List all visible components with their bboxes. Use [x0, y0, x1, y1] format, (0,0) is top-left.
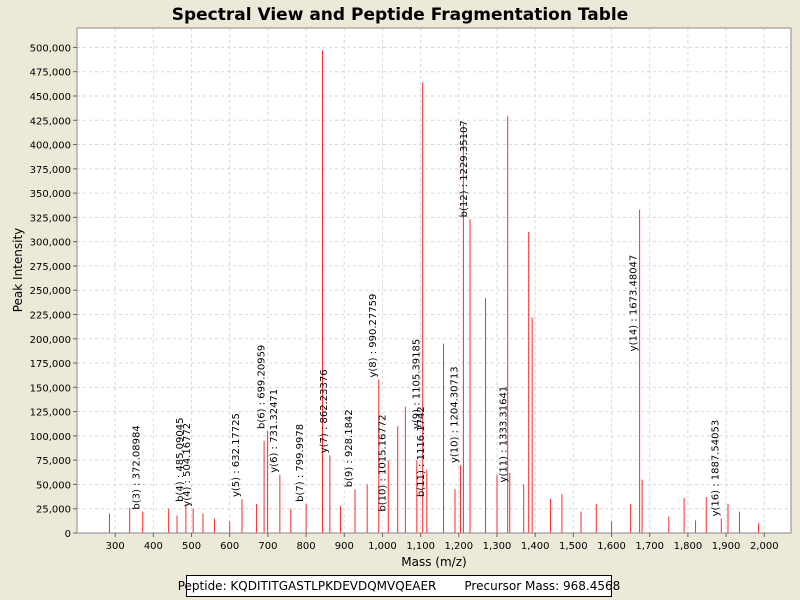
y-tick-label: 500,000 — [30, 43, 71, 54]
y-tick-label: 450,000 — [30, 92, 71, 103]
y-tick-label: 375,000 — [30, 165, 71, 176]
fragment-annotation: b(12) : 1229.35107 — [459, 120, 470, 217]
fragment-annotation: y(9) : 1105.39185 — [412, 339, 423, 429]
plot-area — [77, 28, 791, 533]
x-tick-label: 1,700 — [635, 541, 664, 552]
fragment-annotation: y(16) : 1887.54053 — [710, 420, 721, 517]
y-tick-label: 0 — [65, 529, 71, 540]
x-tick-label: 500 — [182, 541, 201, 552]
x-axis: 300 400 500 600 700 800 900 1,000 1,100 1,200 1,30… — [106, 533, 779, 552]
fragment-annotation: y(6) : 731.32471 — [269, 389, 280, 473]
plot-frame — [76, 27, 792, 534]
x-axis-label: Mass (m/z) — [401, 555, 466, 569]
fragment-annotation: y(14) : 1673.48047 — [629, 255, 640, 352]
y-axis: 0 25,000 50,000 75,000 100,000 125,000 150,000… — [30, 43, 77, 540]
peaks-layer — [108, 50, 760, 533]
precursor-mass: Precursor Mass: 968.4568 — [464, 579, 621, 593]
x-tick-label: 1,000 — [368, 541, 397, 552]
fragment-annotation: y(4) : 504.16772 — [182, 423, 193, 507]
y-tick-label: 175,000 — [30, 359, 71, 370]
fragment-annotation: b(10) : 1015.16772 — [377, 415, 388, 512]
peptide-info-box: Peptide: KQDITITGASTLPKDEVDQMVQEAER Prec… — [178, 575, 620, 597]
y-tick-label: 275,000 — [30, 262, 71, 273]
y-tick-label: 75,000 — [36, 456, 71, 467]
x-tick-label: 1,500 — [559, 541, 588, 552]
fragment-annotation: y(8) : 990.27759 — [368, 294, 379, 378]
peptide-sequence: Peptide: KQDITITGASTLPKDEVDQMVQEAER — [177, 579, 437, 593]
x-tick-label: 600 — [220, 541, 239, 552]
y-axis-label: Peak Intensity — [11, 228, 25, 313]
fragment-annotation: y(10) : 1204.30713 — [449, 366, 460, 463]
x-tick-label: 2,000 — [750, 541, 779, 552]
x-tick-label: 1,800 — [674, 541, 703, 552]
y-tick-label: 100,000 — [30, 432, 71, 443]
fragment-annotation: b(11) : 1116.1742 — [416, 406, 427, 497]
fragment-annotation: b(6) : 699.20959 — [257, 345, 268, 429]
y-tick-label: 50,000 — [36, 480, 71, 491]
x-tick-label: 1,100 — [406, 541, 435, 552]
y-tick-label: 475,000 — [30, 68, 71, 79]
y-tick-label: 325,000 — [30, 213, 71, 224]
fragment-annotation: b(3) : 372.08984 — [132, 425, 143, 509]
x-tick-label: 300 — [106, 541, 125, 552]
y-tick-label: 225,000 — [30, 310, 71, 321]
x-tick-label: 900 — [335, 541, 354, 552]
fragment-annotation: y(11) : 1333.31641 — [499, 386, 510, 483]
fragment-annotation: b(9) : 928.1842 — [344, 409, 355, 487]
y-tick-label: 400,000 — [30, 141, 71, 152]
chart-title: Spectral View and Peptide Fragmentation … — [172, 5, 629, 25]
y-tick-label: 150,000 — [30, 383, 71, 394]
x-tick-label: 1,200 — [444, 541, 473, 552]
x-tick-label: 1,900 — [712, 541, 741, 552]
x-tick-label: 1,300 — [483, 541, 512, 552]
y-tick-label: 350,000 — [30, 189, 71, 200]
x-tick-label: 700 — [258, 541, 277, 552]
spectrum-chart: Spectral View and Peptide Fragmentation … — [11, 5, 792, 569]
grid-lines — [77, 28, 791, 533]
fragment-annotation: b(4) : 485.09045 — [175, 418, 186, 502]
y-tick-label: 250,000 — [30, 286, 71, 297]
y-tick-label: 125,000 — [30, 408, 71, 419]
fragment-annotation: y(5) : 632.17725 — [231, 413, 242, 497]
y-tick-label: 200,000 — [30, 335, 71, 346]
y-tick-label: 425,000 — [30, 116, 71, 127]
x-tick-label: 400 — [144, 541, 163, 552]
x-tick-label: 1,600 — [597, 541, 626, 552]
y-tick-label: 25,000 — [36, 505, 71, 516]
y-tick-label: 300,000 — [30, 238, 71, 249]
fragment-annotation: b(7) : 799.9978 — [295, 424, 306, 502]
fragment-annotation: y(7) : 862.23376 — [319, 369, 330, 453]
x-tick-label: 1,400 — [521, 541, 550, 552]
x-tick-label: 800 — [297, 541, 316, 552]
